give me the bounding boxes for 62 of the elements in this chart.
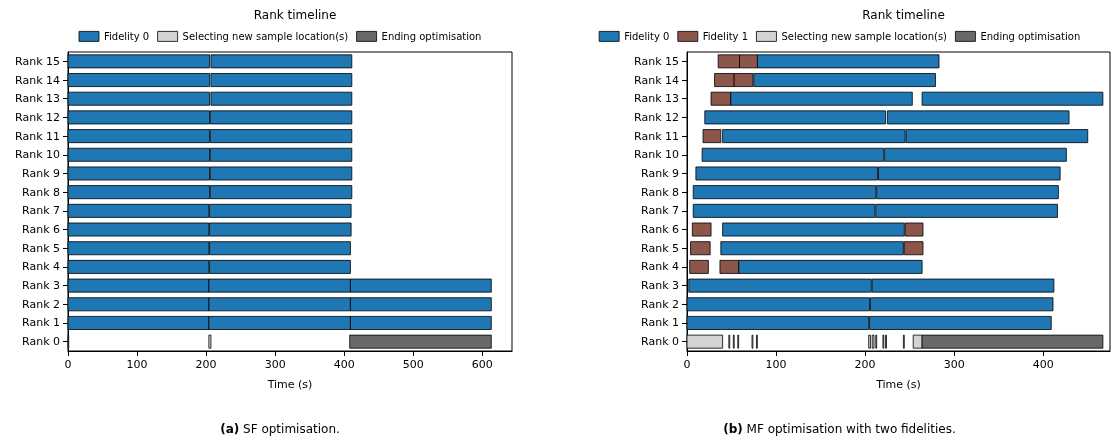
y-tick-label: Rank 9	[641, 166, 679, 180]
legend-label: Selecting new sample location(s)	[182, 30, 349, 42]
bar	[690, 241, 711, 256]
y-tick-label: Rank 14	[634, 73, 679, 87]
y-tick-label: Rank 6	[641, 223, 679, 237]
y-tick-label: Rank 13	[15, 92, 60, 106]
bar	[208, 334, 212, 349]
legend-label: Fidelity 0	[624, 30, 670, 42]
y-tick-label: Rank 2	[641, 297, 679, 311]
bar	[921, 91, 1104, 106]
y-tick-label: Rank 1	[22, 316, 60, 330]
y-tick-label: Rank 7	[641, 204, 679, 218]
x-axis-title: Time (s)	[266, 378, 313, 391]
chart-title: Rank timeline	[253, 8, 337, 22]
x-tick-label: 200	[195, 358, 217, 371]
x-tick-label: 400	[333, 358, 355, 371]
x-tick-label: 400	[1032, 358, 1054, 371]
x-tick-label: 0	[683, 358, 691, 371]
y-tick-label: Rank 4	[22, 260, 60, 274]
legend-label: Ending optimisation	[980, 30, 1081, 42]
x-tick-label: 100	[126, 358, 148, 371]
y-tick-label: Rank 0	[641, 335, 679, 349]
legend-label: Selecting new sample location(s)	[781, 30, 948, 42]
x-tick-label: 100	[765, 358, 787, 371]
y-tick-label: Rank 1	[641, 316, 679, 330]
y-tick-label: Rank 8	[641, 185, 679, 199]
y-tick-label: Rank 4	[641, 260, 679, 274]
y-tick-label: Rank 6	[22, 223, 60, 237]
y-tick-label: Rank 0	[22, 335, 60, 349]
y-tick-label: Rank 10	[634, 148, 679, 162]
y-tick-label: Rank 10	[15, 148, 60, 162]
chart-title: Rank timeline	[862, 8, 945, 22]
x-tick-label: 600	[471, 358, 493, 371]
x-tick-label: 200	[854, 358, 876, 371]
legend-label: Fidelity 0	[103, 30, 150, 42]
y-tick-label: Rank 2	[22, 297, 60, 311]
y-tick-label: Rank 3	[641, 279, 679, 293]
legend-label: Fidelity 1	[702, 30, 749, 42]
y-tick-label: Rank 5	[22, 241, 60, 255]
text: (a) SF optimisation.	[220, 422, 340, 436]
x-tick-label: 500	[402, 358, 424, 371]
y-tick-label: Rank 12	[634, 110, 679, 124]
x-tick-label: 0	[64, 358, 72, 371]
y-tick-label: Rank 8	[22, 185, 60, 199]
y-tick-label: Rank 15	[634, 54, 679, 68]
x-tick-label: 300	[264, 358, 286, 371]
bar	[691, 222, 712, 237]
legend-label: Ending optimisation	[381, 30, 482, 42]
y-tick-label: Rank 11	[15, 129, 60, 143]
y-tick-label: Rank 12	[15, 110, 60, 124]
y-tick-label: Rank 9	[22, 166, 60, 180]
y-tick-label: Rank 13	[634, 92, 679, 106]
text: (b) MF optimisation with two fidelities.	[723, 422, 956, 436]
x-axis-title: Time (s)	[875, 378, 921, 391]
y-tick-label: Rank 14	[15, 73, 60, 87]
x-tick-label: 300	[943, 358, 965, 371]
y-tick-label: Rank 11	[634, 129, 679, 143]
bar	[349, 334, 492, 349]
y-tick-label: Rank 5	[641, 241, 679, 255]
y-tick-label: Rank 15	[15, 54, 60, 68]
y-tick-label: Rank 7	[22, 204, 60, 218]
y-tick-label: Rank 3	[22, 279, 60, 293]
